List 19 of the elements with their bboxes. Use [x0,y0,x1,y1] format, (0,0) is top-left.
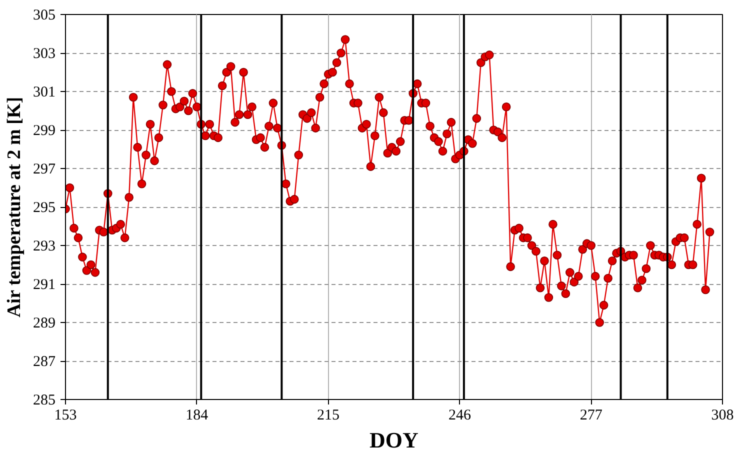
y-axis-title: Air temperature at 2 m [K] [4,96,25,318]
x-tick-label: 246 [448,408,472,424]
y-tick-label: 289 [33,316,56,332]
y-tick-label: 291 [33,277,56,293]
x-tick-label: 277 [580,408,603,424]
y-tick-label: 297 [33,162,56,178]
y-tick-label: 301 [33,84,56,100]
x-axis-title: DOY [370,428,419,452]
y-tick-label: 299 [33,123,56,139]
x-tick-label: 153 [54,408,77,424]
y-tick-label: 285 [33,392,56,408]
y-tick-label: 305 [33,8,56,24]
x-tick-label: 184 [186,408,209,424]
y-tick-label: 287 [33,354,56,370]
x-tick-label: 215 [317,408,340,424]
y-tick-label: 303 [33,46,56,62]
y-tick-label: 295 [33,200,56,216]
y-tick-label: 293 [33,238,56,254]
x-tick-label: 308 [711,408,734,424]
